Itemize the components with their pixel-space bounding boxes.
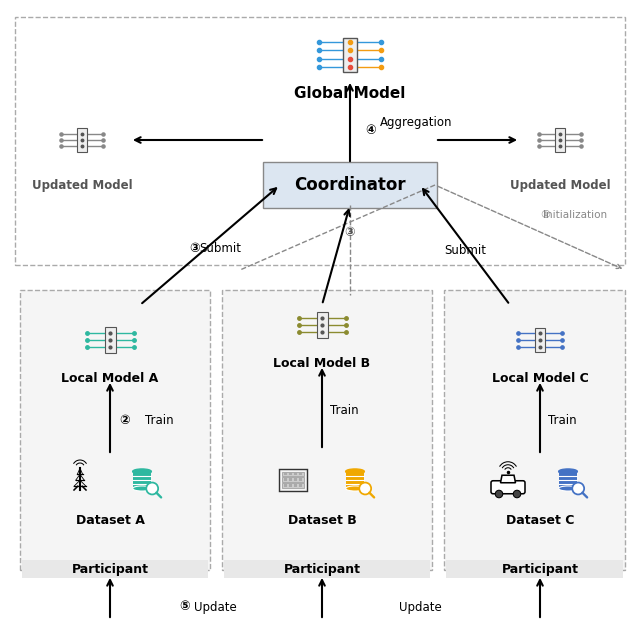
Ellipse shape [346, 486, 364, 491]
Ellipse shape [132, 486, 151, 491]
Text: Local Model B: Local Model B [273, 357, 371, 369]
FancyBboxPatch shape [289, 484, 292, 487]
FancyBboxPatch shape [535, 327, 545, 352]
Text: Update: Update [194, 601, 236, 613]
Text: Participant: Participant [72, 562, 148, 575]
Text: ①: ① [540, 210, 550, 220]
Circle shape [147, 483, 158, 494]
FancyBboxPatch shape [299, 484, 302, 487]
Text: Train: Train [330, 403, 358, 417]
FancyBboxPatch shape [22, 560, 208, 578]
FancyBboxPatch shape [446, 560, 623, 578]
Text: Global Model: Global Model [294, 85, 406, 101]
FancyBboxPatch shape [299, 478, 302, 481]
Ellipse shape [346, 469, 364, 474]
Ellipse shape [559, 486, 577, 491]
Text: Participant: Participant [284, 562, 360, 575]
FancyBboxPatch shape [222, 290, 432, 570]
Circle shape [359, 483, 371, 494]
FancyBboxPatch shape [555, 128, 565, 152]
Circle shape [572, 483, 584, 494]
Circle shape [495, 490, 503, 497]
FancyBboxPatch shape [289, 473, 292, 475]
FancyBboxPatch shape [284, 473, 287, 475]
Text: ⑤: ⑤ [180, 601, 190, 613]
FancyBboxPatch shape [294, 478, 297, 481]
FancyBboxPatch shape [280, 469, 307, 491]
FancyBboxPatch shape [289, 478, 292, 481]
Text: Local Model A: Local Model A [61, 371, 159, 385]
Text: Updated Model: Updated Model [32, 178, 132, 192]
Text: ③: ③ [345, 225, 355, 238]
FancyBboxPatch shape [559, 471, 577, 489]
FancyBboxPatch shape [294, 473, 297, 475]
FancyBboxPatch shape [104, 327, 115, 353]
Text: Initialization: Initialization [543, 210, 607, 220]
FancyBboxPatch shape [317, 312, 328, 338]
Text: Submit: Submit [444, 243, 486, 257]
FancyBboxPatch shape [294, 484, 297, 487]
Text: Dataset C: Dataset C [506, 513, 574, 527]
FancyBboxPatch shape [224, 560, 430, 578]
FancyBboxPatch shape [282, 471, 304, 476]
Text: ②: ② [120, 413, 131, 427]
FancyBboxPatch shape [284, 478, 287, 481]
FancyBboxPatch shape [282, 483, 304, 488]
Ellipse shape [132, 469, 151, 474]
Text: Train: Train [548, 413, 577, 427]
Text: Dataset B: Dataset B [287, 513, 356, 527]
Text: Train: Train [145, 413, 173, 427]
Text: ③: ③ [189, 241, 200, 255]
FancyBboxPatch shape [343, 38, 357, 72]
Text: Local Model C: Local Model C [492, 371, 588, 385]
Text: Update: Update [399, 601, 442, 613]
Text: ④: ④ [365, 124, 376, 136]
Text: Aggregation: Aggregation [380, 115, 452, 129]
FancyBboxPatch shape [299, 473, 302, 475]
Text: Updated Model: Updated Model [509, 178, 611, 192]
Ellipse shape [559, 469, 577, 474]
FancyBboxPatch shape [346, 471, 364, 489]
FancyBboxPatch shape [284, 484, 287, 487]
FancyBboxPatch shape [20, 290, 210, 570]
FancyBboxPatch shape [282, 478, 304, 482]
FancyBboxPatch shape [444, 290, 625, 570]
Circle shape [513, 490, 521, 497]
FancyBboxPatch shape [77, 128, 87, 152]
FancyBboxPatch shape [491, 481, 525, 494]
Text: Coordinator: Coordinator [294, 176, 406, 194]
Text: Submit: Submit [199, 241, 241, 255]
FancyBboxPatch shape [132, 471, 151, 489]
Polygon shape [500, 475, 515, 483]
Text: Participant: Participant [502, 562, 579, 575]
FancyBboxPatch shape [263, 162, 437, 208]
Text: Dataset A: Dataset A [76, 513, 145, 527]
